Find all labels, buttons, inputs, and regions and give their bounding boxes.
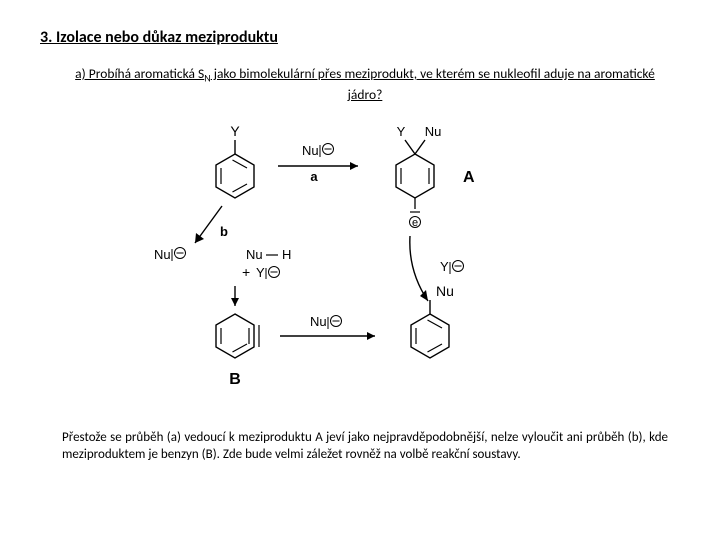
intermediate-A: e Y Nu A [396,124,475,229]
section-heading: 3. Izolace nebo důkaz meziproduktu [40,28,680,47]
svg-text:Y: Y [440,259,449,274]
arrow-b: b [195,206,228,243]
svg-text:H: H [282,247,291,262]
benzyne-B: B [216,314,259,388]
reaction-diagram: Y Nu a [40,121,680,401]
svg-text:Nu: Nu [310,314,327,329]
label-a: a [310,169,318,184]
label-A: A [463,169,475,186]
svg-text:Nu: Nu [425,124,442,139]
arrow-a: Nu a [278,143,358,184]
subsection-heading: a) Probíhá aromatická SN jako bimolekulá… [62,65,668,105]
label-B: B [229,371,241,388]
subheading-post: jako bimolekulární přes meziprodukt, ve … [211,65,655,103]
label-b: b [220,224,228,239]
svg-text:Y: Y [256,265,265,280]
arrow-B-to-product: Nu [280,314,375,340]
product-ring: Nu [411,283,454,358]
byproducts: Nu H + Y [242,247,291,280]
svg-text:Nu: Nu [302,143,319,158]
reactant-ring: Y [216,123,254,198]
label-Y: Y [230,123,240,139]
svg-text:Nu: Nu [246,247,263,262]
svg-text:Nu: Nu [154,247,171,262]
subheading-pre: a) Probíhá aromatická S [75,65,204,82]
arrow-down-to-B [231,286,239,306]
svg-text:+: + [242,264,250,280]
svg-text:Y: Y [397,124,406,139]
nu-minus-left: Nu [154,247,186,262]
reaction-svg: Y Nu a [150,121,570,401]
body-paragraph: Přestože se průběh (a) vedoucí k mezipro… [62,429,668,464]
svg-text:Nu: Nu [436,283,454,299]
svg-text:e: e [412,217,418,229]
